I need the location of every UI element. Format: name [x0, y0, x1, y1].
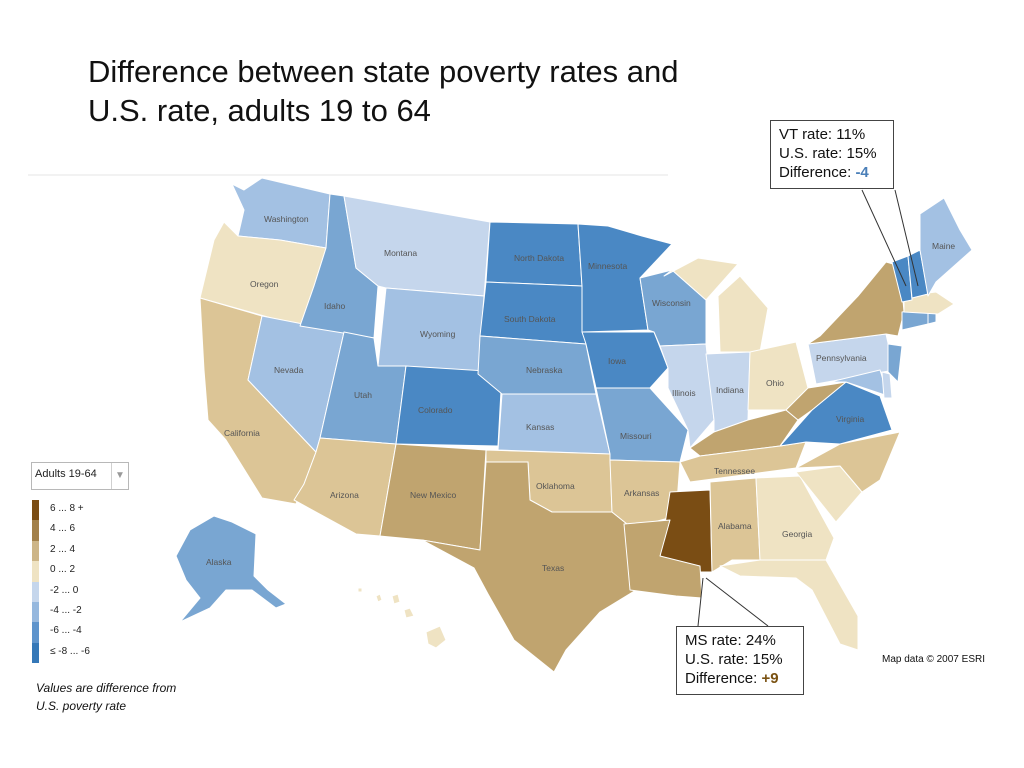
state-la[interactable] — [623, 519, 703, 599]
legend-swatch — [32, 602, 39, 623]
label-sd: South Dakota — [504, 314, 556, 324]
ms-difference: Difference: +9 — [685, 669, 795, 688]
ms-difference-value: +9 — [761, 670, 779, 687]
label-mo: Missouri — [620, 431, 652, 441]
label-wi: Wisconsin — [652, 298, 691, 308]
label-ak: Alaska — [206, 557, 232, 567]
label-ok: Oklahoma — [536, 481, 575, 491]
label-or: Oregon — [250, 279, 279, 289]
label-oh: Ohio — [766, 378, 784, 388]
legend-label: 4 ... 6 — [50, 523, 76, 535]
map-credit: Map data © 2007 ESRI — [882, 654, 985, 665]
ms-us-rate: U.S. rate: 15% — [685, 651, 783, 668]
label-pa: Pennsylvania — [816, 353, 867, 363]
label-ne: Nebraska — [526, 365, 563, 375]
vt-difference: Difference: -4 — [779, 163, 885, 182]
state-mi-up[interactable] — [663, 257, 739, 301]
legend-swatch — [32, 540, 39, 562]
state-tx[interactable] — [421, 461, 637, 673]
label-id: Idaho — [324, 301, 346, 311]
ms-callout: MS rate: 24% U.S. rate: 15% Difference: … — [676, 626, 804, 695]
legend-label: 0 ... 2 — [50, 564, 76, 576]
label-wy: Wyoming — [420, 329, 456, 339]
vt-callout: VT rate: 11% U.S. rate: 15% Difference: … — [770, 120, 894, 189]
label-al: Alabama — [718, 521, 752, 531]
population-selector-value: Adults 19-64 — [35, 468, 97, 480]
label-co: Colorado — [418, 405, 453, 415]
label-ga: Georgia — [782, 529, 813, 539]
legend-swatch — [32, 622, 39, 643]
label-nm: New Mexico — [410, 490, 457, 500]
state-mi[interactable] — [717, 275, 769, 353]
label-tx: Texas — [542, 563, 564, 573]
legend-label: 6 ... 8 + — [50, 503, 84, 514]
legend-note: Values are difference from U.S. poverty … — [36, 679, 176, 715]
legend-swatch — [32, 581, 39, 602]
hawaii-5[interactable] — [357, 587, 363, 593]
vt-difference-label: Difference: — [779, 164, 852, 181]
note-line-1: Values are difference from — [36, 681, 177, 695]
label-mn: Minnesota — [588, 261, 627, 271]
chevron-down-icon[interactable]: ▼ — [111, 463, 128, 489]
label-in: Indiana — [716, 385, 744, 395]
state-al[interactable] — [709, 477, 761, 573]
state-sd[interactable] — [479, 281, 587, 345]
ms-leader-line — [697, 577, 704, 627]
hawaii-1[interactable] — [425, 625, 447, 649]
hawaii-4[interactable] — [375, 593, 383, 603]
legend-label: -6 ... -4 — [50, 625, 82, 637]
hawaii-2[interactable] — [391, 593, 401, 605]
label-nd: North Dakota — [514, 253, 564, 263]
legend-swatch — [32, 500, 39, 521]
title-line-1: Difference between state poverty rates a… — [88, 54, 679, 89]
legend-swatch — [32, 561, 39, 582]
vt-difference-value: -4 — [855, 164, 869, 181]
vt-rate: VT rate: 11% — [779, 126, 866, 143]
label-ia: Iowa — [608, 356, 626, 366]
ms-rate: MS rate: 24% — [685, 632, 776, 649]
population-selector[interactable]: Adults 19-64 ▼ — [31, 462, 129, 490]
label-me: Maine — [932, 241, 955, 251]
map-title: Difference between state poverty rates a… — [88, 52, 679, 130]
state-nj[interactable] — [887, 343, 903, 383]
label-va: Virginia — [836, 414, 864, 424]
label-wa: Washington — [264, 214, 309, 224]
label-ar: Arkansas — [624, 488, 659, 498]
label-nv: Nevada — [274, 365, 304, 375]
ms-leader-line-2 — [705, 577, 769, 627]
legend-swatch — [32, 520, 39, 541]
state-ny[interactable] — [807, 261, 905, 345]
note-line-2: U.S. poverty rate — [36, 699, 127, 713]
label-il: Illinois — [672, 388, 696, 398]
state-ma[interactable] — [903, 291, 955, 315]
title-line-2: U.S. rate, adults 19 to 64 — [88, 93, 431, 128]
label-ut: Utah — [354, 390, 372, 400]
label-mt: Montana — [384, 248, 417, 258]
vt-us-rate: U.S. rate: 15% — [779, 145, 877, 162]
state-ga[interactable] — [755, 475, 835, 561]
vt-leader-line — [861, 189, 907, 287]
hawaii-3[interactable] — [403, 607, 415, 619]
state-de[interactable] — [881, 371, 893, 399]
legend-label: 2 ... 4 — [50, 543, 76, 555]
label-tn: Tennessee — [714, 466, 755, 476]
state-me[interactable] — [919, 197, 973, 297]
vt-leader-line-2 — [894, 189, 919, 287]
label-ks: Kansas — [526, 422, 554, 432]
legend-label: -4 ... -2 — [50, 605, 82, 616]
ms-difference-label: Difference: — [685, 670, 758, 687]
legend-swatch — [32, 642, 39, 664]
state-ak[interactable] — [175, 515, 287, 623]
state-fl[interactable] — [719, 559, 859, 651]
legend-label: -2 ... 0 — [50, 584, 79, 596]
label-az: Arizona — [330, 490, 359, 500]
legend-label: ≤ -8 ... -6 — [50, 645, 90, 657]
label-ca: California — [224, 428, 260, 438]
